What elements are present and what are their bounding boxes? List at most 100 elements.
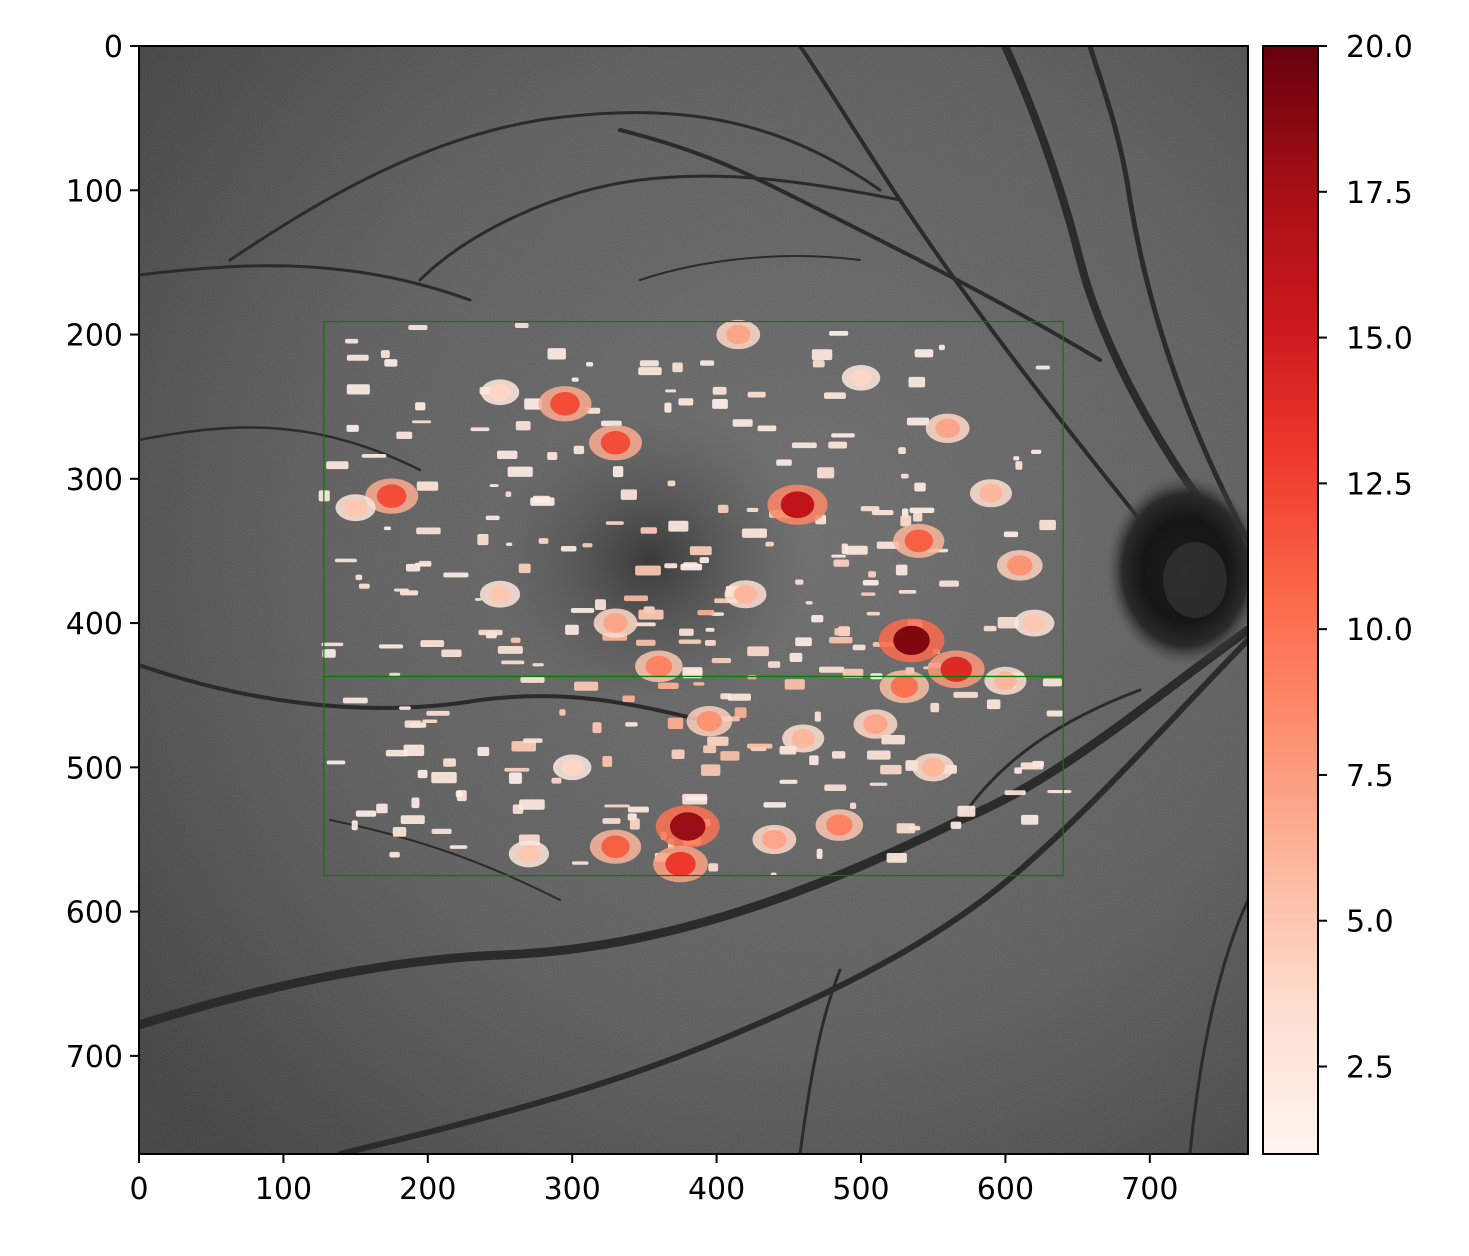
heat-patch (795, 637, 812, 647)
heat-patch (700, 764, 721, 776)
heat-patch (747, 646, 769, 657)
heat-patch (819, 666, 845, 673)
heat-patch (791, 442, 817, 449)
heat-patch (635, 639, 656, 646)
heat-patch (420, 640, 445, 648)
heat-patch (667, 480, 676, 487)
region-boxes (323, 320, 1064, 877)
heat-patch (399, 590, 419, 596)
image-frame (138, 45, 1249, 1155)
heat-patch (717, 504, 729, 514)
heat-patch (403, 744, 425, 756)
colorbar: 2.5 5.0 7.5 10.0 12.5 15.0 17.5 20.0 (1262, 30, 1413, 1155)
heat-patch (345, 338, 359, 344)
hotspot (826, 814, 853, 836)
hotspot (893, 625, 930, 656)
heat-patch (1046, 710, 1064, 717)
heat-patch (930, 702, 940, 713)
hotspot (733, 584, 758, 604)
heat-patch (399, 706, 411, 710)
x-tick-label: 700 (1121, 1172, 1178, 1207)
y-tick-label: 700 (66, 1040, 123, 1075)
heat-patch (950, 821, 962, 829)
heat-patch (831, 433, 855, 438)
heat-patch (898, 447, 906, 454)
heat-patch (571, 377, 579, 382)
heat-patch (658, 682, 679, 690)
hotspot (863, 714, 888, 734)
heat-patch (712, 399, 728, 409)
hotspot (517, 844, 541, 863)
heat-patch (849, 802, 857, 809)
colorbar-tick-label: 5.0 (1346, 905, 1394, 940)
heat-patch (351, 820, 358, 831)
x-axis: 0 100 200 300 400 500 600 700 (129, 1154, 1178, 1207)
hotspot (780, 491, 815, 519)
heat-patch (953, 691, 978, 698)
heat-patch (689, 546, 712, 556)
heat-patch (358, 583, 370, 589)
heat-patch (711, 658, 732, 664)
heat-patch (501, 660, 525, 665)
heat-patch (400, 815, 425, 824)
heat-patch (747, 391, 766, 398)
heat-patch (477, 747, 490, 756)
heat-patch (700, 360, 715, 366)
heat-patch (505, 491, 512, 497)
heat-patch (704, 640, 716, 646)
heat-patch (635, 622, 656, 627)
heat-patch (664, 563, 678, 569)
heat-patch (627, 806, 649, 813)
heat-patch (416, 481, 439, 491)
heat-patch (720, 751, 740, 761)
heat-patch (727, 693, 751, 701)
heat-patch (809, 755, 819, 766)
heat-patch (693, 682, 705, 686)
heat-patch (895, 564, 908, 576)
heat-patch (697, 610, 715, 616)
heat-patch (997, 617, 1019, 629)
colorbar-gradient (1262, 45, 1319, 1155)
heat-patch (441, 649, 462, 658)
y-tick-label: 200 (66, 319, 123, 354)
heat-patch (585, 362, 594, 367)
heat-patch (504, 767, 530, 772)
heat-patch (909, 507, 935, 513)
hotspot (603, 613, 628, 633)
hotspot (376, 484, 407, 508)
x-tick-label: 300 (544, 1172, 601, 1207)
heat-patch (824, 784, 847, 792)
hotspot (1023, 614, 1046, 633)
heat-patch (602, 818, 621, 824)
x-tick-label: 600 (977, 1172, 1034, 1207)
heat-patch (1013, 456, 1020, 461)
heat-patch (416, 527, 441, 535)
heat-patch (612, 466, 624, 478)
heat-patch (334, 558, 357, 563)
heat-patch (551, 777, 562, 784)
heat-patch (811, 349, 833, 361)
heat-patch (380, 350, 390, 358)
heat-patch (668, 520, 689, 532)
y-tick-label: 0 (104, 30, 123, 65)
heat-patch (881, 735, 905, 745)
heat-patch (417, 769, 428, 779)
heat-patch (570, 608, 595, 613)
heat-patch (1042, 678, 1062, 687)
heat-patch (678, 398, 694, 406)
hotspot (921, 757, 945, 777)
heat-patch (638, 609, 664, 620)
heat-patch (396, 431, 413, 440)
heat-patch (524, 398, 542, 410)
heat-patch (355, 810, 377, 817)
colorbar-ticks: 2.5 5.0 7.5 10.0 12.5 15.0 17.5 20.0 (1318, 30, 1413, 1086)
heat-patch (418, 560, 432, 567)
hotspot (935, 418, 960, 439)
heat-patch (346, 424, 359, 432)
heat-patch (376, 803, 388, 814)
heat-patch (326, 461, 349, 470)
heat-patch (914, 349, 934, 358)
heat-patch (415, 402, 426, 411)
heat-patch (629, 818, 640, 830)
hotspot (762, 829, 787, 850)
